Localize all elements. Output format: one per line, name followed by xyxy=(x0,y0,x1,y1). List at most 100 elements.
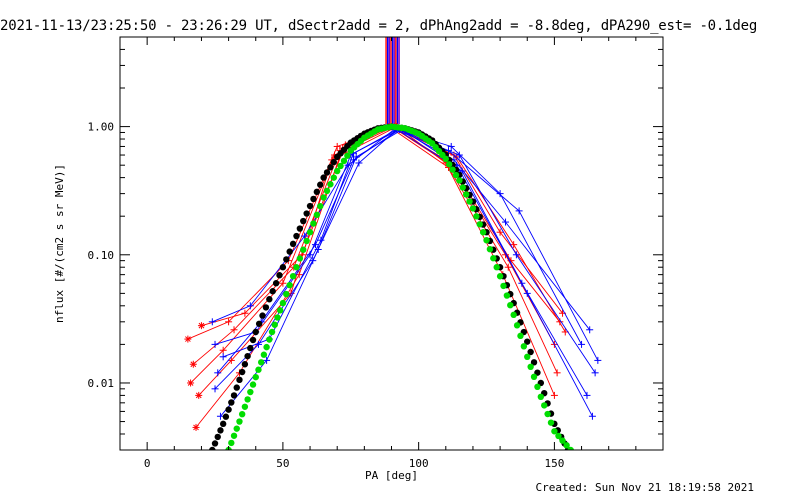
fit-point xyxy=(272,280,280,287)
data-point xyxy=(578,340,586,348)
data-point xyxy=(189,360,197,368)
data-point xyxy=(187,379,195,387)
fit-point xyxy=(238,368,246,376)
data-point xyxy=(301,232,309,240)
data-point xyxy=(352,153,360,161)
fit-point xyxy=(306,202,314,210)
data-point xyxy=(588,412,596,420)
series-line xyxy=(212,128,596,374)
fit-point xyxy=(271,321,278,328)
fit-point xyxy=(300,217,307,225)
fit-point xyxy=(244,352,251,360)
fit-point xyxy=(257,359,265,366)
fit-point xyxy=(555,432,562,440)
fit-point xyxy=(310,220,317,227)
data-point xyxy=(197,322,205,330)
fit-point xyxy=(263,343,270,351)
green-fit-curve xyxy=(225,123,574,450)
fit-point xyxy=(260,351,268,358)
fit-point xyxy=(241,361,249,368)
fit-point xyxy=(317,202,324,210)
fit-point xyxy=(541,402,548,409)
fit-point xyxy=(476,221,483,228)
data-point xyxy=(214,369,222,377)
blue-series-6 xyxy=(211,125,586,348)
fit-point xyxy=(283,256,290,263)
data-point xyxy=(583,391,591,399)
data-point xyxy=(246,302,254,310)
fit-point xyxy=(266,336,273,343)
data-point xyxy=(550,391,558,399)
fit-point xyxy=(303,237,310,245)
data-point xyxy=(219,353,227,361)
fit-point xyxy=(513,322,521,329)
red-series-1 xyxy=(189,123,564,368)
fit-point xyxy=(320,174,327,181)
series-line xyxy=(217,128,591,374)
fit-point xyxy=(300,246,307,253)
fit-point xyxy=(445,161,453,168)
fit-point xyxy=(317,181,324,188)
data-point xyxy=(455,151,463,159)
fit-point xyxy=(266,296,273,303)
fit-point xyxy=(473,213,480,220)
fit-point xyxy=(274,314,281,321)
fit-point xyxy=(337,162,344,170)
data-point xyxy=(311,241,319,249)
series-line xyxy=(223,129,599,361)
fit-point xyxy=(510,311,517,319)
data-point xyxy=(447,142,455,150)
fit-point xyxy=(527,363,534,371)
fit-point xyxy=(269,288,276,295)
fit-point xyxy=(255,366,262,373)
series-line xyxy=(214,129,582,345)
fit-point xyxy=(559,437,566,444)
data-point xyxy=(496,190,504,198)
fit-point xyxy=(303,210,310,217)
fit-point xyxy=(551,428,558,435)
axes: 0 50 100 150 0.01 0.10 1.00 xyxy=(88,36,664,470)
fit-point xyxy=(520,343,528,350)
data-point xyxy=(591,369,599,377)
fit-point xyxy=(276,307,284,314)
plot-area xyxy=(184,37,602,450)
fit-point xyxy=(252,373,259,381)
data-point xyxy=(195,391,203,399)
series-line xyxy=(193,126,561,365)
data-point xyxy=(227,356,235,364)
fit-point xyxy=(247,388,254,396)
fit-point xyxy=(238,410,246,418)
x-tick-label: 100 xyxy=(409,457,429,470)
fit-point xyxy=(496,273,504,280)
red-series-2 xyxy=(187,123,567,387)
fit-point xyxy=(503,292,511,299)
data-point xyxy=(333,142,341,150)
fit-point xyxy=(293,232,300,240)
fit-point xyxy=(313,211,321,219)
fit-point xyxy=(233,425,240,432)
fit-point xyxy=(527,348,534,356)
fit-point xyxy=(244,396,251,403)
fit-point xyxy=(236,376,243,384)
fit-point xyxy=(500,282,507,290)
fit-point xyxy=(296,225,304,232)
y-axis-label: nflux [#/(cm2 s sr MeV)] xyxy=(53,164,66,323)
fit-point xyxy=(462,191,470,198)
data-point xyxy=(211,340,219,348)
fit-point xyxy=(442,155,449,163)
data-point xyxy=(496,228,504,236)
fit-point xyxy=(524,353,531,361)
fit-point xyxy=(493,264,500,271)
fit-point xyxy=(456,177,463,184)
data-point xyxy=(586,326,594,334)
fit-point xyxy=(222,413,230,420)
data-point xyxy=(241,309,249,317)
fit-point xyxy=(286,281,293,289)
data-point xyxy=(510,241,518,249)
fit-point xyxy=(247,344,254,352)
fit-point xyxy=(279,299,287,307)
fit-point xyxy=(466,198,473,205)
fit-point xyxy=(452,171,460,179)
fit-point xyxy=(296,255,304,262)
